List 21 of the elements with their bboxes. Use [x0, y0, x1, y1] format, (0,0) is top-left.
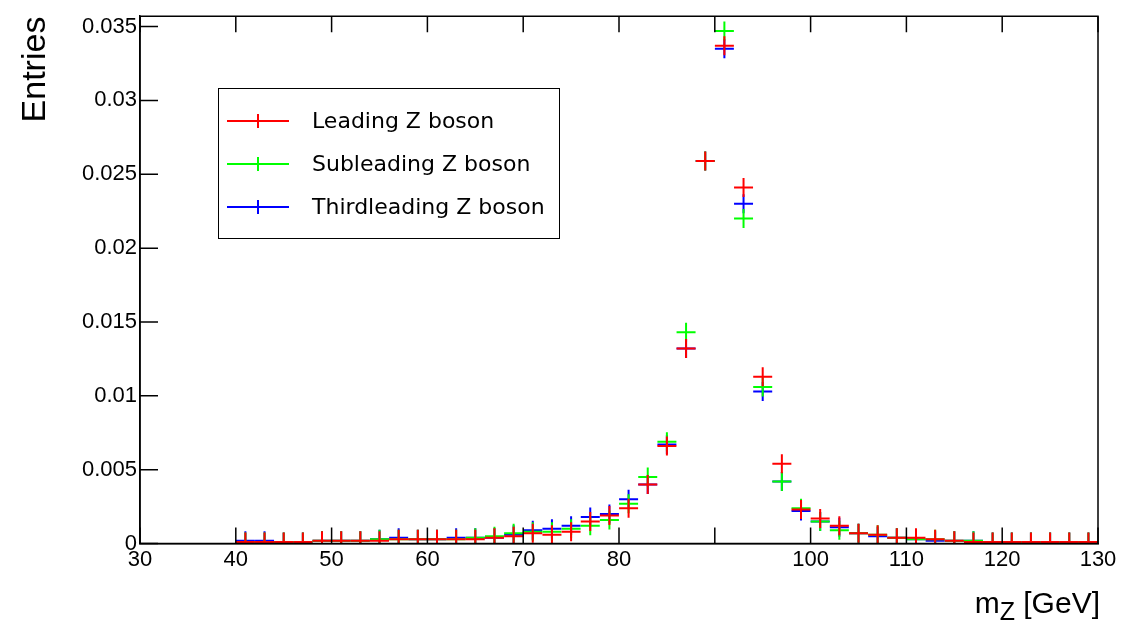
x-tick-label: 120 — [983, 545, 1021, 571]
legend-label: Leading Z boson — [312, 107, 495, 136]
x-tick-label: 40 — [223, 545, 249, 571]
x-tick-label: 50 — [319, 545, 344, 571]
legend-label: Thirdleading Z boson — [312, 193, 545, 222]
x-axis-title: m$_{Z}$ [GeV] — [974, 586, 1100, 626]
y-tick-label: 0.015 — [81, 308, 137, 334]
y-tick-label: 0.03 — [94, 86, 137, 112]
y-tick-label: 0.01 — [94, 381, 137, 407]
x-tick-label: 100 — [792, 545, 829, 571]
x-tick-label: 130 — [1079, 545, 1117, 571]
y-axis-title: Entries — [13, 15, 53, 125]
y-tick-label: 0.005 — [81, 455, 137, 481]
x-tick-label: 60 — [415, 545, 440, 571]
legend-label: Subleading Z boson — [312, 150, 531, 179]
y-tick-label: 0.02 — [94, 234, 137, 260]
y-tick-label: 0.025 — [81, 160, 137, 186]
x-tick-label: 70 — [510, 545, 536, 571]
x-tick-label: 110 — [888, 545, 924, 571]
y-tick-label: 0.035 — [81, 12, 137, 38]
x-tick-label: 80 — [606, 545, 632, 571]
